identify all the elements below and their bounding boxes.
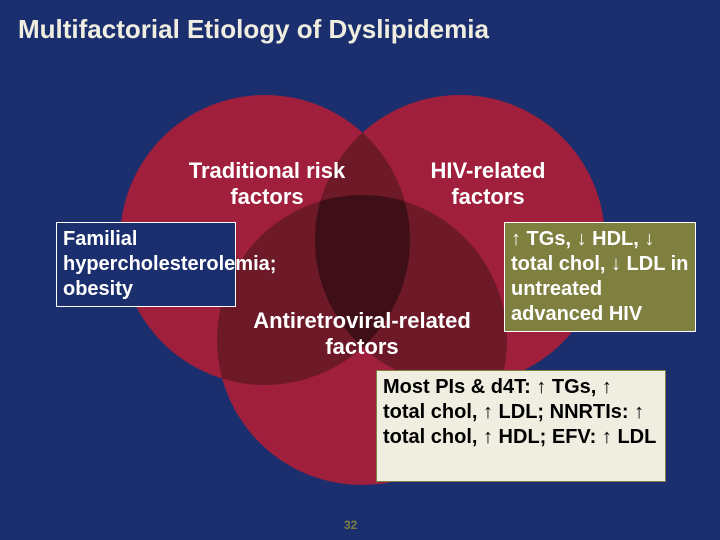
callout-text: Most PIs & d4T: ↑ TGs, ↑ total chol, ↑ L… xyxy=(383,376,656,448)
callout-arv-effects: Most PIs & d4T: ↑ TGs, ↑ total chol, ↑ L… xyxy=(376,370,666,482)
venn-label-line2: factors xyxy=(325,334,398,359)
venn-label-line1: Traditional risk xyxy=(189,158,346,183)
venn-label-arv: Antiretroviral-relatedfactors xyxy=(222,308,502,360)
venn-label-line2: factors xyxy=(451,184,524,209)
venn-label-line1: Antiretroviral-related xyxy=(253,308,471,333)
page-title: Multifactorial Etiology of Dyslipidemia xyxy=(18,14,489,45)
venn-label-line2: factors xyxy=(230,184,303,209)
callout-text: ↑ TGs, ↓ HDL, ↓ total chol, ↓ LDL in unt… xyxy=(511,228,688,325)
callout-hiv-effects: ↑ TGs, ↓ HDL, ↓ total chol, ↓ LDL in unt… xyxy=(504,222,696,332)
slide: Multifactorial Etiology of Dyslipidemia … xyxy=(0,0,720,540)
venn-label-hiv: HIV-relatedfactors xyxy=(398,158,578,210)
venn-label-line1: HIV-related xyxy=(431,158,546,183)
venn-label-traditional: Traditional riskfactors xyxy=(152,158,382,210)
callout-familial: Familial hypercholesterolemia; obesity xyxy=(56,222,236,307)
slide-number: 32 xyxy=(344,518,357,532)
